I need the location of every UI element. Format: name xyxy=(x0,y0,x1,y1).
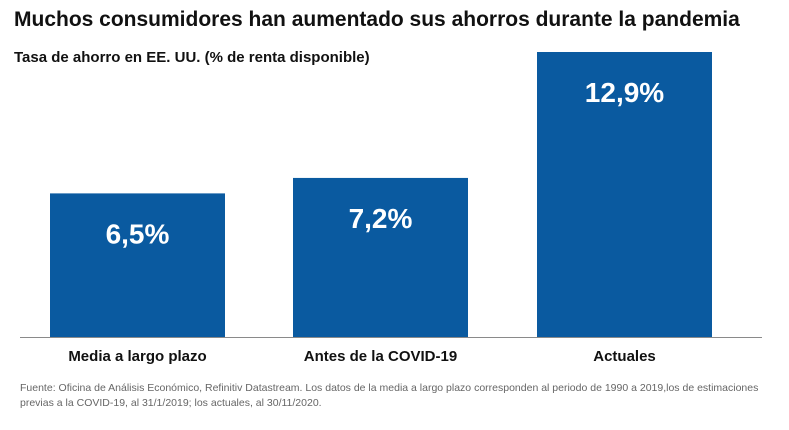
source-note: Fuente: Oficina de Análisis Económico, R… xyxy=(20,382,759,409)
bar-2 xyxy=(293,177,468,337)
data-label-3: 12,9% xyxy=(585,77,664,108)
chart-title: Muchos consumidores han aumentado sus ah… xyxy=(14,8,740,31)
bar-chart: 6,5% Media a largo plazo 7,2% Antes de la C… xyxy=(20,52,762,365)
bar-1 xyxy=(50,193,225,337)
category-label-1: Media a largo plazo xyxy=(68,348,206,365)
data-label-2: 7,2% xyxy=(349,203,413,234)
category-label-3: Actuales xyxy=(593,348,656,365)
category-label-2: Antes de la COVID-19 xyxy=(304,348,457,365)
chart-subtitle: Tasa de ahorro en EE. UU. (% de renta di… xyxy=(14,49,370,66)
bar-3 xyxy=(537,52,712,337)
data-label-1: 6,5% xyxy=(106,218,170,249)
